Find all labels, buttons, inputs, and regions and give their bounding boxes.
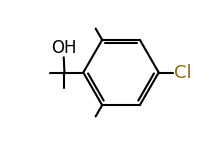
Text: Cl: Cl: [174, 64, 191, 81]
Text: OH: OH: [51, 39, 76, 57]
